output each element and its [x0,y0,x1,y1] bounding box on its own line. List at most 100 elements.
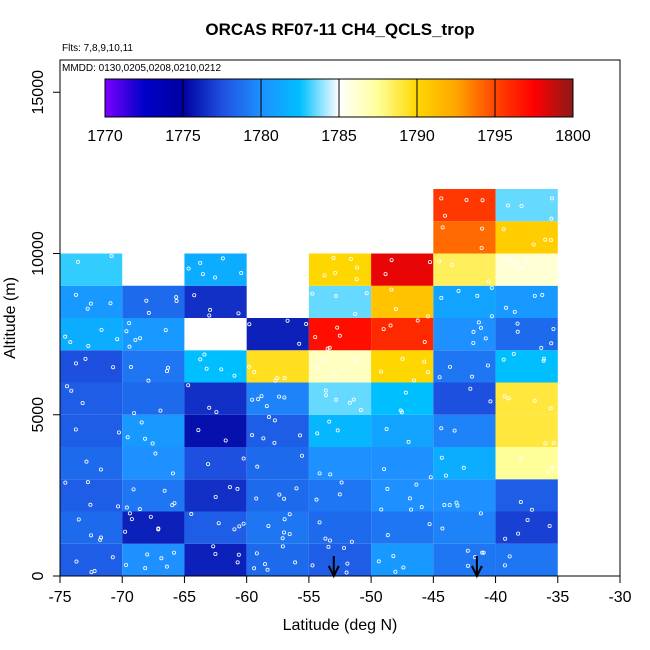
heatmap-cell [184,350,247,383]
data-point [255,464,260,469]
data-point [129,517,134,522]
data-point [223,438,228,443]
data-point [165,369,170,374]
data-point [525,517,530,522]
data-point [266,523,271,528]
data-point [532,293,537,298]
data-point [208,307,213,312]
heatmap-cell [371,253,434,286]
data-point [241,521,246,526]
data-point [465,563,470,568]
data-point [132,411,137,416]
data-point [153,451,158,456]
heatmap-cell [308,414,372,447]
data-point [315,431,320,436]
y-tick-label: 5000 [30,397,47,433]
data-point [550,465,555,470]
data-point [86,344,91,349]
data-point [282,517,287,522]
y-tick-label: 0 [30,571,47,580]
data-point [541,356,546,361]
data-point [354,265,359,270]
data-point [385,533,390,538]
data-point [237,524,242,529]
heatmap-cell [122,414,185,447]
heatmap-cell [371,511,434,544]
data-point [200,272,205,277]
data-point [127,321,132,326]
heatmap-cell [433,479,496,512]
data-point [313,335,318,340]
data-point [159,556,164,561]
data-point [488,399,493,404]
colorbar-tick-label: 1790 [399,128,435,145]
data-point [146,310,151,315]
data-point [342,545,347,550]
data-point [133,337,138,342]
data-point [379,507,384,512]
heatmap-cell [60,382,123,415]
data-point [419,505,424,510]
heatmap-cell [122,511,185,544]
heatmap-cell [60,318,123,351]
data-point [89,533,94,538]
heatmap-cell [308,511,372,544]
data-point [379,369,384,374]
heatmap-cell [122,382,185,415]
data-point [543,237,548,242]
data-point [219,367,224,372]
data-point [449,262,454,267]
data-point [422,359,427,364]
y-axis: 0 5000 10000 15000 [30,70,61,580]
data-point [282,530,287,535]
data-point [198,260,203,265]
data-point [317,471,322,476]
data-point [489,314,494,319]
heatmap-cell [184,285,247,318]
heatmap-cell [495,447,558,480]
data-point [422,339,427,344]
data-point [532,398,537,403]
data-point [144,298,149,303]
data-point [425,370,430,375]
data-point [326,544,331,549]
data-point [481,550,486,555]
heatmap-cell [371,350,434,383]
y-axis-label: Altitude (m) [2,277,19,359]
data-point [277,492,282,497]
data-point [515,321,520,326]
data-point [337,333,342,338]
heatmap-cell [246,414,309,447]
data-point [83,356,88,361]
data-point [146,378,151,383]
data-point [354,358,359,363]
data-point [400,356,405,361]
data-point [548,406,553,411]
data-point [186,344,191,349]
data-point [475,293,480,298]
data-point [254,551,259,556]
data-point [425,314,430,319]
data-point [124,505,129,510]
y-tick-label: 15000 [30,70,47,115]
data-point [299,453,304,458]
data-point [235,486,240,491]
data-point [381,327,386,332]
data-point [247,364,252,369]
data-point [551,326,556,331]
data-point [76,517,81,522]
data-point [385,486,390,491]
data-point [531,242,536,247]
heatmap-cell [184,543,247,576]
data-point [69,388,74,393]
data-point [162,488,167,493]
data-point [137,507,142,512]
x-tick-label: -40 [484,589,507,606]
data-point [409,507,414,512]
heatmap-cell [246,543,309,576]
heatmap-cell [433,511,496,544]
data-point [80,400,85,405]
heatmap-cell [308,253,372,286]
data-point [437,259,442,264]
data-point [214,410,219,415]
